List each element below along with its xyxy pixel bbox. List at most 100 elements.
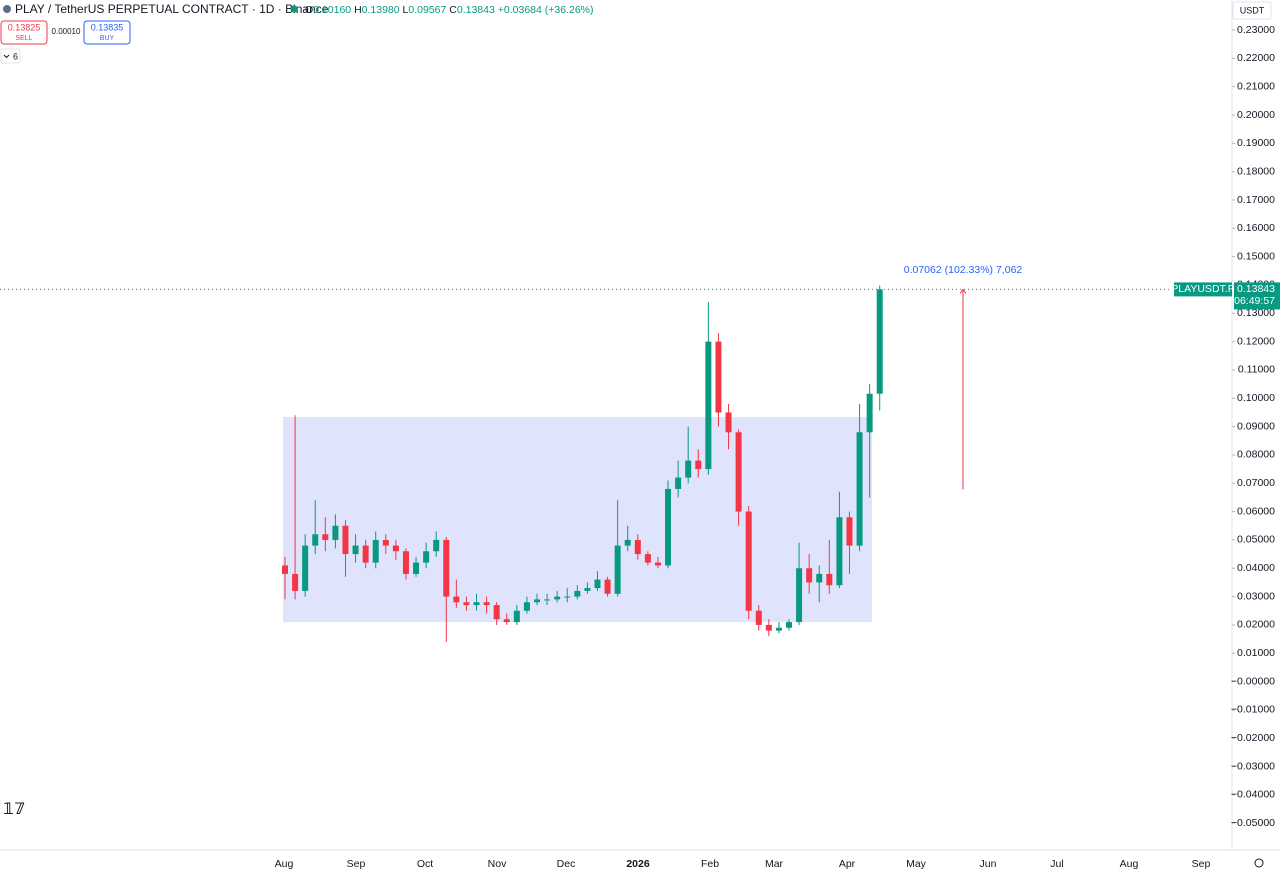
- plot: 0.07062 (102.33%) 7,062: [0, 264, 1232, 642]
- settings-icon[interactable]: [1254, 858, 1264, 868]
- candle-body: [493, 605, 500, 620]
- symbol-title: PLAY / TetherUS PERPETUAL CONTRACT · 1D …: [15, 2, 329, 16]
- indicators-toggle[interactable]: [0, 48, 21, 64]
- candle-body: [705, 341, 712, 470]
- ohlc-key: H: [354, 4, 362, 16]
- y-tick-label: 0.05000: [1237, 534, 1275, 546]
- candle-body: [282, 565, 288, 574]
- candle-body: [544, 599, 551, 601]
- chevron: [3, 54, 10, 59]
- y-tick-label: −0.03000: [1231, 760, 1275, 772]
- symbol-icon: [3, 5, 11, 13]
- y-tick-label: 0.11000: [1238, 364, 1275, 376]
- buy-price: 0.13835: [91, 22, 124, 32]
- candle-body: [836, 517, 843, 586]
- measure-label: 0.07062 (102.33%) 7,062: [904, 264, 1023, 276]
- candle-body: [443, 539, 450, 597]
- ohlc-value: 0.13980: [362, 4, 400, 16]
- indicators-count: 6: [13, 51, 18, 61]
- candle-body: [695, 460, 702, 470]
- y-tick-label: 0.17000: [1237, 194, 1275, 206]
- candle-body: [725, 412, 732, 433]
- x-tick-label: Jun: [980, 858, 997, 870]
- candle-body: [523, 602, 530, 611]
- y-tick-label: 0.01000: [1237, 647, 1275, 659]
- y-tick-label: 0.04000: [1237, 562, 1275, 574]
- y-tick-label: 0.09000: [1237, 420, 1275, 432]
- candle-body: [392, 545, 399, 552]
- y-tick-label: −0.00000: [1231, 675, 1275, 687]
- candle-body: [866, 393, 873, 433]
- y-tick-label: 0.15000: [1237, 250, 1275, 262]
- symbol-badge: [1174, 282, 1232, 297]
- candle-body: [675, 477, 682, 489]
- candle-body: [362, 545, 369, 563]
- candle-body: [372, 539, 379, 563]
- y-tick-label: 0.02000: [1237, 619, 1275, 631]
- price-badge: [1234, 282, 1280, 310]
- candle-body: [806, 568, 813, 583]
- x-tick-label: Aug: [1120, 858, 1139, 870]
- buy-label: BUY: [100, 35, 115, 42]
- candle-body: [352, 545, 359, 555]
- candle-body: [715, 341, 722, 413]
- candle-body: [846, 517, 853, 546]
- y-tick-label: 0.16000: [1237, 222, 1275, 234]
- x-tick-label: Dec: [557, 858, 576, 870]
- y-tick-label: −0.04000: [1231, 789, 1275, 801]
- x-tick-label: Nov: [488, 858, 507, 870]
- currency-selector[interactable]: [1232, 1, 1272, 20]
- y-tick-label: 0.18000: [1237, 165, 1275, 177]
- candle-body: [786, 622, 792, 628]
- change: +0.03684 (+36.26%): [498, 4, 594, 16]
- candle-body: [382, 539, 389, 546]
- y-tick-label: 0.08000: [1237, 449, 1275, 461]
- candle-body: [594, 579, 601, 589]
- y-tick-label: 0.21000: [1237, 80, 1275, 92]
- candle-body: [312, 534, 319, 546]
- y-tick-label: −0.05000: [1231, 817, 1275, 829]
- buy-button[interactable]: [83, 20, 131, 45]
- x-tick-label: Aug: [275, 858, 294, 870]
- y-tick-label: 0.06000: [1237, 505, 1275, 517]
- y-tick-label: 0.03000: [1237, 590, 1275, 602]
- candle-body: [634, 539, 641, 555]
- x-tick-label: May: [906, 858, 927, 870]
- candle-body: [876, 289, 883, 394]
- candle-body: [614, 545, 621, 594]
- x-tick-label: Jul: [1050, 858, 1063, 870]
- sell-label: SELL: [15, 35, 32, 42]
- candle-body: [423, 551, 430, 563]
- candle-body: [796, 568, 803, 623]
- candle-body: [564, 596, 571, 598]
- tv-logo: 𝟙𝟟: [3, 801, 25, 818]
- candle-body: [402, 551, 409, 574]
- ohlc-key: O: [305, 4, 313, 16]
- candle-body: [654, 562, 661, 566]
- y-tick-label: 0.10000: [1237, 392, 1275, 404]
- candle-body: [433, 539, 440, 552]
- currency: USDT: [1240, 5, 1265, 15]
- y-tick-label: 0.13000: [1237, 307, 1275, 319]
- y-tick-label: −0.01000: [1231, 704, 1275, 716]
- y-tick-label: −0.02000: [1231, 732, 1275, 744]
- sell-button[interactable]: [0, 20, 48, 45]
- ohlc-value: 0.09567: [408, 4, 446, 16]
- candle-body: [584, 588, 591, 591]
- spread: 0.00010: [52, 27, 81, 36]
- candle-body: [453, 596, 460, 603]
- x-tick-label: Sep: [347, 858, 366, 870]
- ohlc: O0.10160 H0.13980 L0.09567 C0.13843 +0.0…: [305, 4, 594, 16]
- candle-body: [554, 596, 561, 600]
- candle-body: [473, 602, 480, 606]
- x-tick-label: Oct: [417, 858, 433, 870]
- candle-body: [665, 488, 672, 566]
- x-tick-label: Feb: [701, 858, 719, 870]
- candle-body: [755, 610, 762, 625]
- x-tick-label: 2026: [626, 858, 650, 870]
- sell-price: 0.13825: [8, 22, 41, 32]
- candle-body: [302, 545, 309, 591]
- ohlc-key: L: [403, 4, 409, 16]
